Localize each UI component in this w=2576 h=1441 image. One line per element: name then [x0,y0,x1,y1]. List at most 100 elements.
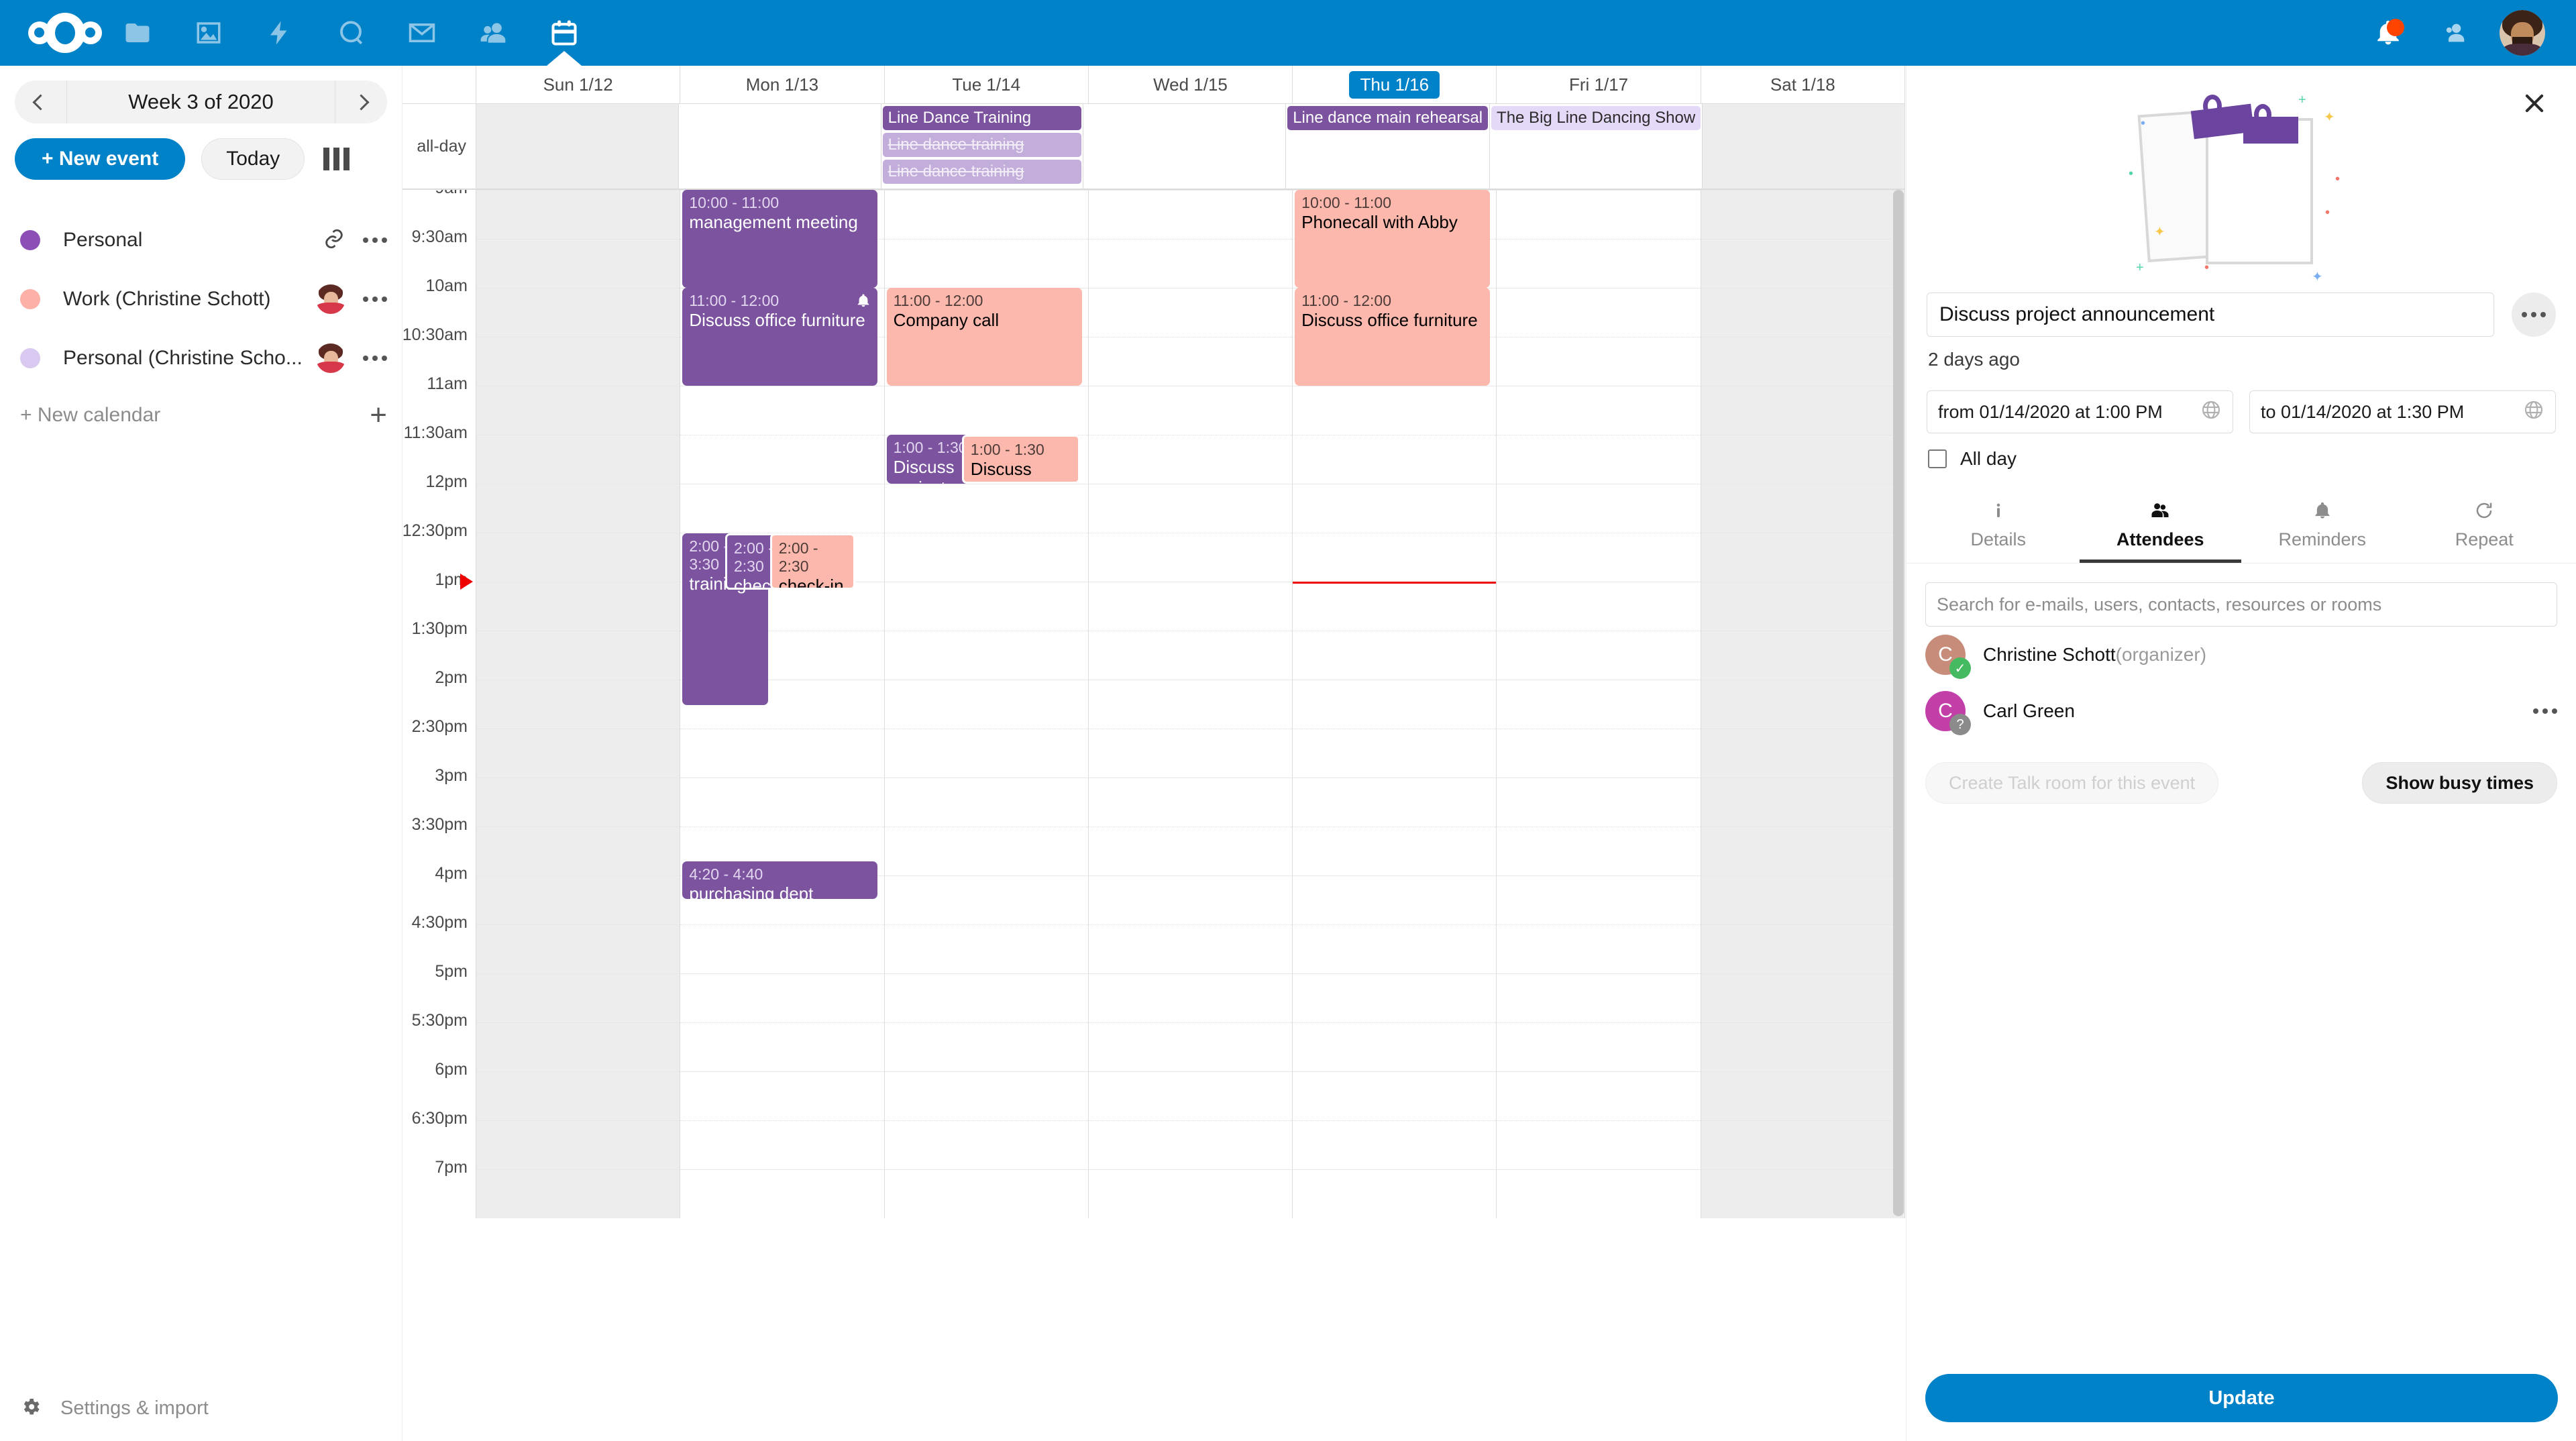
photos-icon[interactable] [173,0,244,66]
today-button[interactable]: Today [201,138,305,180]
day-column-header-sat[interactable]: Sat 1/18 [1701,66,1905,103]
talk-icon[interactable] [315,0,386,66]
all-day-cell-thu[interactable]: Line dance main rehearsal [1286,104,1491,189]
next-week-button[interactable] [335,81,387,123]
day-column-fri[interactable] [1497,190,1701,1218]
day-column-header-tue[interactable]: Tue 1/14 [885,66,1089,103]
calendar-event[interactable]: 10:00 - 11:00 management meeting [682,190,878,288]
all-day-event[interactable]: Line dance main rehearsal [1287,106,1489,130]
day-column-mon[interactable]: 10:00 - 11:00 management meeting 11:00 - 1… [680,190,885,1218]
all-day-checkbox[interactable] [1928,449,1947,468]
all-day-cell-mon[interactable] [679,104,881,189]
all-day-event-cancelled[interactable]: Line dance training [882,133,1082,157]
calendar-event[interactable]: 11:00 - 12:00 Company call [886,288,1082,386]
attendee-row-christine-schott[interactable]: C ✓ Christine Schott(organizer) [1907,627,2576,683]
day-column-tue[interactable]: 11:00 - 12:00 Company call 1:00 - 1:30 Disc… [884,190,1089,1218]
time-label: 11am [427,374,468,393]
grid-line [1497,1071,1701,1072]
grid-line [884,190,1088,191]
share-link-icon[interactable] [323,227,345,254]
grid-line [1293,826,1497,827]
calendar-event[interactable]: 2:00 - 2:30 check-in [769,533,856,590]
settings-and-import-button[interactable]: Settings & import [0,1375,402,1441]
calendar-event[interactable]: 11:00 - 12:00 Discuss office furniture [1295,288,1491,386]
grid-line [884,1169,1088,1170]
close-icon[interactable] [2516,85,2553,122]
show-busy-times-button[interactable]: Show busy times [2362,762,2557,804]
grid-line [1088,924,1293,925]
contacts-icon[interactable] [458,0,529,66]
grid-line [476,875,680,876]
calendar-item-personal[interactable]: Personal [0,211,402,270]
vertical-scrollbar[interactable] [1893,190,1904,1216]
time-label: 2pm [435,668,468,687]
event-title-input[interactable] [1927,292,2494,337]
day-column-header-fri[interactable]: Fri 1/17 [1497,66,1701,103]
attendee-row-carl-green[interactable]: C ? Carl Green [1907,683,2576,739]
day-column-header-wed[interactable]: Wed 1/15 [1089,66,1293,103]
all-day-cell-wed[interactable] [1083,104,1287,189]
calendar-event[interactable]: 4:20 - 4:40 purchasing dept [682,861,878,899]
time-grid-scroll-area[interactable]: 9am 9:30am 10am 10:30am 11am 11:30am 12pm 12:30… [402,190,1905,1441]
all-day-event-cancelled[interactable]: Line dance training [882,160,1082,184]
time-slot-row: 9:30am [402,227,476,288]
calendar-icon[interactable] [529,0,600,66]
attendee-search-input[interactable]: Search for e-mails, users, contacts, res… [1925,582,2557,627]
tab-details[interactable]: Details [1917,494,2080,563]
time-slot-row: 4:30pm [402,913,476,973]
user-avatar[interactable] [2489,0,2556,66]
attendee-menu-button[interactable] [2533,708,2557,714]
day-column-sun[interactable] [476,190,681,1218]
all-day-event[interactable]: The Big Line Dancing Show [1491,106,1701,130]
tab-attendees[interactable]: Attendees [2079,494,2241,563]
calendar-event[interactable]: 11:00 - 12:00 Discuss office furniture [682,288,878,386]
day-column-header-sun[interactable]: Sun 1/12 [476,66,681,103]
day-column-header-thu[interactable]: Thu 1/16 [1293,66,1497,103]
calendar-item-personal-christine-schott[interactable]: Personal (Christine Scho... [0,329,402,388]
calendar-menu-button[interactable] [363,356,387,361]
time-slot-row: 6pm [402,1060,476,1120]
update-button[interactable]: Update [1925,1374,2558,1422]
previous-week-button[interactable] [15,81,67,123]
day-column-wed[interactable] [1088,190,1293,1218]
event-time: 2:00 - 2:30 [734,539,773,576]
day-column-header-mon[interactable]: Mon 1/13 [680,66,885,103]
all-day-cell-tue[interactable]: Line Dance Training Line dance training … [881,104,1084,189]
grid-line [1701,190,1904,191]
create-talk-room-button[interactable]: Create Talk room for this event [1925,762,2219,804]
day-column-sat[interactable] [1701,190,1905,1218]
all-day-label: all-day [402,104,476,189]
event-more-actions-button[interactable] [2512,292,2556,337]
grid-line [680,1120,884,1121]
view-toggle-icon[interactable] [323,148,350,170]
all-day-cell-fri[interactable]: The Big Line Dancing Show [1490,104,1703,189]
new-event-button[interactable]: + New event [15,138,186,180]
calendar-menu-button[interactable] [363,237,387,243]
time-slot-row: 12pm [402,472,476,533]
all-day-event[interactable]: Line Dance Training [882,106,1082,130]
all-day-cell-sat[interactable] [1703,104,1905,189]
timezone-globe-icon[interactable] [2200,399,2222,425]
grid-line [1701,1071,1904,1072]
grid-line [476,1071,680,1072]
nextcloud-logo[interactable] [28,13,102,53]
mail-icon[interactable] [386,0,458,66]
calendar-event[interactable]: 10:00 - 11:00 Phonecall with Abby [1295,190,1491,288]
event-end-field[interactable]: to 01/14/2020 at 1:30 PM [2249,390,2556,433]
event-title: Discuss project announcement [970,459,1032,482]
calendar-menu-button[interactable] [363,297,387,302]
calendar-item-work-christine-schott[interactable]: Work (Christine Schott) [0,270,402,329]
new-calendar-button[interactable]: + New calendar + [0,388,402,443]
notifications-bell-icon[interactable] [2355,0,2422,66]
tab-reminders[interactable]: Reminders [2241,494,2404,563]
day-column-thu[interactable]: 10:00 - 11:00 Phonecall with Abby 11:00 - … [1293,190,1497,1218]
all-day-cell-sun[interactable] [476,104,679,189]
event-start-field[interactable]: from 01/14/2020 at 1:00 PM [1927,390,2233,433]
activity-icon[interactable] [244,0,315,66]
timezone-globe-icon[interactable] [2523,399,2544,425]
tab-repeat[interactable]: Repeat [2404,494,2566,563]
day-label: Fri 1/17 [1568,74,1629,95]
files-icon[interactable] [102,0,173,66]
contacts-menu-icon[interactable] [2422,0,2489,66]
